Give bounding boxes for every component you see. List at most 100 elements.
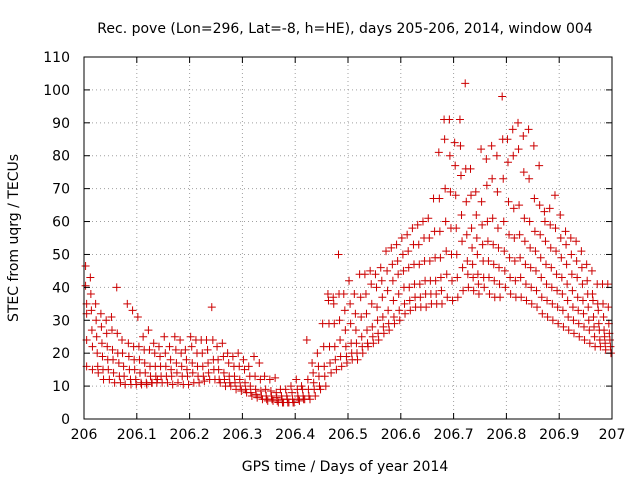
x-tick-label: 207 [599, 427, 626, 443]
data-point [184, 380, 193, 389]
data-point [563, 296, 572, 305]
data-point [224, 359, 233, 368]
data-point [346, 299, 355, 308]
x-tick-label: 206.2 [170, 427, 210, 443]
data-point [457, 210, 466, 219]
data-point [574, 306, 583, 315]
data-point [471, 187, 480, 196]
data-point [351, 326, 360, 335]
data-point [124, 339, 133, 348]
data-point [468, 260, 477, 269]
data-point [230, 372, 239, 381]
data-point [575, 332, 584, 341]
data-point [524, 125, 533, 134]
data-point [321, 382, 330, 391]
data-point [195, 378, 204, 387]
data-point [531, 266, 540, 275]
data-point [416, 293, 425, 302]
data-point [459, 286, 468, 295]
data-point [341, 326, 350, 335]
data-point [574, 319, 583, 328]
data-point [362, 309, 371, 318]
data-point [379, 322, 388, 331]
data-point [596, 342, 605, 351]
data-point [177, 349, 186, 358]
data-point [408, 224, 417, 233]
data-point [588, 296, 597, 305]
data-point [356, 293, 365, 302]
data-point [540, 217, 549, 226]
data-point [290, 398, 299, 407]
data-point [451, 161, 460, 170]
data-point [213, 342, 222, 351]
data-point [436, 273, 445, 282]
data-point [522, 296, 531, 305]
data-point [395, 316, 404, 325]
data-point [116, 378, 125, 387]
y-tick-label: 30 [52, 313, 70, 329]
data-point [92, 316, 101, 325]
data-point [488, 174, 497, 183]
data-point [309, 368, 318, 377]
data-point [241, 378, 250, 387]
data-point [453, 293, 462, 302]
data-point [504, 197, 513, 206]
data-point [88, 365, 97, 374]
data-point [527, 283, 536, 292]
data-point [181, 345, 190, 354]
data-point [86, 273, 95, 282]
data-point [496, 293, 505, 302]
data-point [360, 270, 369, 279]
data-point [383, 286, 392, 295]
data-point [484, 257, 493, 266]
data-point [172, 359, 181, 368]
data-point [168, 380, 177, 389]
y-tick-label: 50 [52, 247, 70, 263]
data-point [332, 365, 341, 374]
data-point [547, 263, 556, 272]
data-point [286, 382, 295, 391]
data-point [482, 181, 491, 190]
data-point [435, 227, 444, 236]
data-point [553, 303, 562, 312]
data-point [572, 237, 581, 246]
data-point [448, 296, 457, 305]
data-point [514, 145, 523, 154]
data-point [577, 247, 586, 256]
data-point [554, 319, 563, 328]
data-point [506, 289, 515, 298]
data-point [120, 372, 129, 381]
data-point [313, 349, 322, 358]
data-point [92, 332, 101, 341]
y-tick-label: 90 [52, 116, 70, 132]
data-point [535, 161, 544, 170]
data-point [498, 92, 507, 101]
data-point [532, 286, 541, 295]
data-point [508, 125, 517, 134]
data-point [568, 303, 577, 312]
data-point [232, 385, 241, 394]
data-point [281, 385, 290, 394]
data-point [388, 276, 397, 285]
data-point [543, 296, 552, 305]
data-point [505, 230, 514, 239]
data-point [94, 368, 103, 377]
data-point [141, 368, 150, 377]
data-point [130, 365, 139, 374]
data-point [239, 355, 248, 364]
data-point [163, 378, 172, 387]
data-point [324, 296, 333, 305]
data-point [514, 118, 523, 127]
data-point [489, 240, 498, 249]
data-point [166, 355, 175, 364]
y-tick-label: 70 [52, 182, 70, 198]
data-point [485, 289, 494, 298]
data-point [107, 326, 116, 335]
data-point [114, 359, 123, 368]
data-point [389, 296, 398, 305]
data-point [226, 382, 235, 391]
data-point [187, 342, 196, 351]
x-tick-label: 206.3 [222, 427, 262, 443]
data-point [499, 174, 508, 183]
data-point [462, 197, 471, 206]
